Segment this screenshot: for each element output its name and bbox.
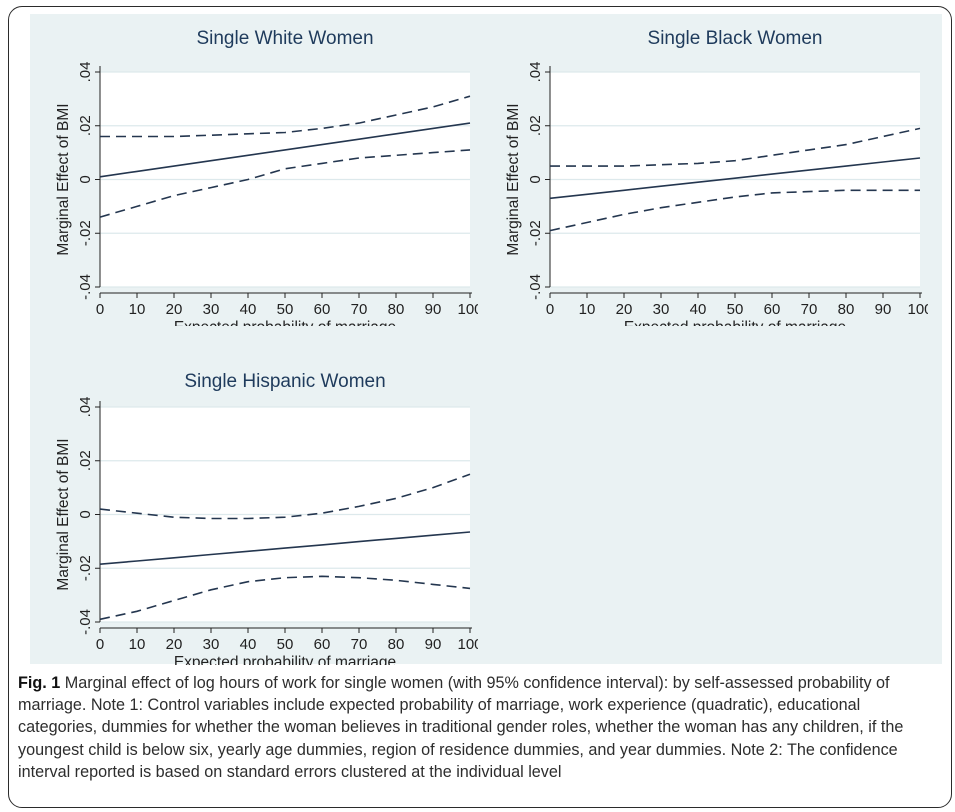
confidence-band-line — [99, 473, 471, 520]
y-axis-label: Marginal Effect of BMI — [55, 438, 72, 590]
x-tick-label: 90 — [425, 301, 442, 318]
marginal-effect-line — [99, 122, 471, 178]
x-tick-label: 80 — [388, 301, 405, 318]
y-axis-label: Marginal Effect of BMI — [55, 103, 72, 255]
x-tick-label: 100 — [457, 636, 478, 653]
y-tick-label: .04 — [77, 397, 94, 418]
x-tick-label: 30 — [203, 301, 220, 318]
confidence-band-line — [549, 189, 920, 232]
y-tick-label: -.04 — [77, 274, 94, 300]
x-tick-label: 60 — [314, 301, 331, 318]
x-tick-label: 90 — [875, 301, 892, 318]
x-tick-label: 100 — [457, 301, 478, 318]
confidence-band-line — [100, 95, 471, 138]
x-tick-label: 60 — [314, 636, 331, 653]
x-tick-label: 70 — [351, 636, 368, 653]
y-tick-label: -.04 — [527, 274, 544, 300]
y-tick-label: .02 — [77, 115, 94, 136]
x-axis-label: Expected probability of marriage — [624, 319, 846, 326]
x-tick-label: 0 — [96, 636, 104, 653]
confidence-band-line — [99, 575, 471, 621]
x-tick-label: 100 — [907, 301, 928, 318]
y-tick-label: .02 — [77, 450, 94, 471]
chart-title: Single White Women — [196, 28, 373, 49]
x-tick-label: 20 — [616, 301, 633, 318]
y-tick-label: .02 — [527, 115, 544, 136]
x-tick-label: 40 — [240, 636, 257, 653]
x-tick-label: 10 — [129, 301, 146, 318]
y-tick-label: -.02 — [77, 220, 94, 246]
x-tick-label: 30 — [653, 301, 670, 318]
x-axis-label: Expected probability of marriage — [174, 654, 396, 665]
y-tick-label: 0 — [527, 175, 544, 183]
x-tick-label: 90 — [425, 636, 442, 653]
marginal-effect-line — [99, 531, 471, 565]
caption-text: Marginal effect of log hours of work for… — [18, 674, 904, 781]
y-tick-label: .04 — [527, 62, 544, 83]
y-axis-label: Marginal Effect of BMI — [505, 103, 522, 255]
x-tick-label: 50 — [277, 636, 294, 653]
x-tick-label: 80 — [838, 301, 855, 318]
figure-caption: Fig. 1 Marginal effect of log hours of w… — [18, 672, 943, 783]
chart-title: Single Hispanic Women — [184, 371, 385, 392]
x-tick-label: 20 — [166, 636, 183, 653]
x-tick-label: 40 — [690, 301, 707, 318]
x-tick-label: 10 — [579, 301, 596, 318]
y-tick-label: -.02 — [527, 220, 544, 246]
y-tick-label: -.02 — [77, 555, 94, 581]
x-tick-label: 10 — [129, 636, 146, 653]
chart-single-hispanic-women: Single Hispanic Women -.04 -.02 0 .02 .04 0 10 2… — [55, 371, 478, 665]
y-tick-label: .04 — [77, 62, 94, 83]
y-tick-label: 0 — [77, 175, 94, 183]
x-tick-label: 60 — [764, 301, 781, 318]
x-tick-label: 40 — [240, 301, 257, 318]
chart-single-white-women: Single White Women -.04 -.02 0 .02 .04 0 10 20 30… — [55, 28, 478, 326]
x-tick-label: 50 — [277, 301, 294, 318]
marginal-effect-line — [549, 157, 921, 200]
chart-single-black-women: Single Black Women -.04 -.02 0 .02 .04 0 10 20 30… — [505, 28, 928, 326]
x-tick-label: 0 — [546, 301, 554, 318]
x-tick-label: 30 — [203, 636, 220, 653]
x-tick-label: 50 — [727, 301, 744, 318]
x-tick-label: 0 — [96, 301, 104, 318]
y-tick-label: -.04 — [77, 609, 94, 635]
x-axis-label: Expected probability of marriage — [174, 319, 396, 326]
x-tick-label: 70 — [351, 301, 368, 318]
x-tick-label: 20 — [166, 301, 183, 318]
confidence-band-line — [99, 149, 471, 218]
caption-label: Fig. 1 — [18, 674, 61, 692]
chart-title: Single Black Women — [648, 28, 823, 49]
confidence-band-line — [550, 127, 921, 167]
y-tick-label: 0 — [77, 510, 94, 518]
x-tick-label: 70 — [801, 301, 818, 318]
x-tick-label: 80 — [388, 636, 405, 653]
